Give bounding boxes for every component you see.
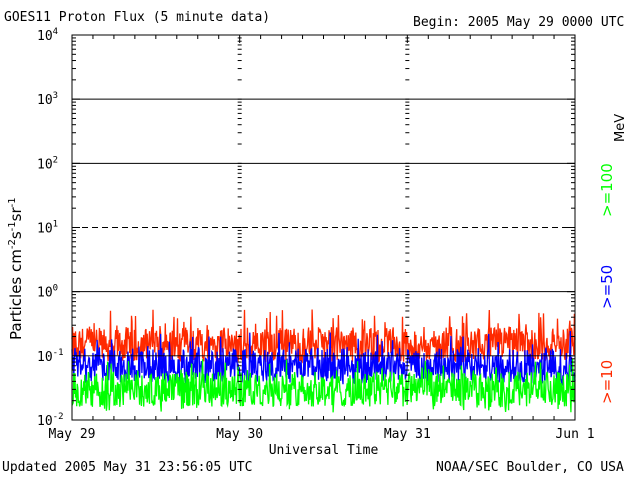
series-layer	[71, 309, 576, 413]
chart-title: GOES11 Proton Flux (5 minute data)	[4, 10, 271, 25]
begin-date: Begin: 2005 May 29 0000 UTC	[413, 15, 625, 30]
y-tick-label: 101	[37, 220, 58, 237]
y-tick-label: 10-2	[37, 412, 64, 429]
x-tick-label: Jun 1	[555, 427, 594, 442]
credit-text: NOAA/SEC Boulder, CO USA	[436, 460, 624, 475]
series-line	[71, 358, 576, 413]
x-tick-label: May 30	[216, 427, 263, 442]
x-axis-title: Universal Time	[269, 443, 379, 458]
x-tick-label: May 29	[49, 427, 96, 442]
updated-timestamp: Updated 2005 May 31 23:56:05 UTC	[2, 460, 253, 475]
y-tick-label: 10-1	[37, 348, 64, 365]
unit-label: MeV	[613, 114, 628, 142]
tick-layer	[71, 34, 576, 421]
y-axis-title: Particles cm-2s-1sr-1	[7, 197, 25, 340]
y-tick-label: 104	[37, 27, 58, 44]
y-tick-label: 103	[37, 91, 58, 108]
legend-label: >=10	[598, 360, 616, 404]
legend-label: >=100	[598, 163, 616, 217]
series-line	[71, 330, 576, 387]
x-tick-label: May 31	[384, 427, 431, 442]
series-line	[71, 309, 576, 364]
legend-label: >=50	[598, 265, 616, 309]
label-layer: May 29 May 30 May 31 Jun 1 10-2 10-1 100 101 102…	[7, 27, 628, 458]
y-tick-label: 102	[37, 155, 58, 172]
grid-layer	[72, 98, 575, 357]
y-tick-label: 100	[37, 284, 58, 301]
